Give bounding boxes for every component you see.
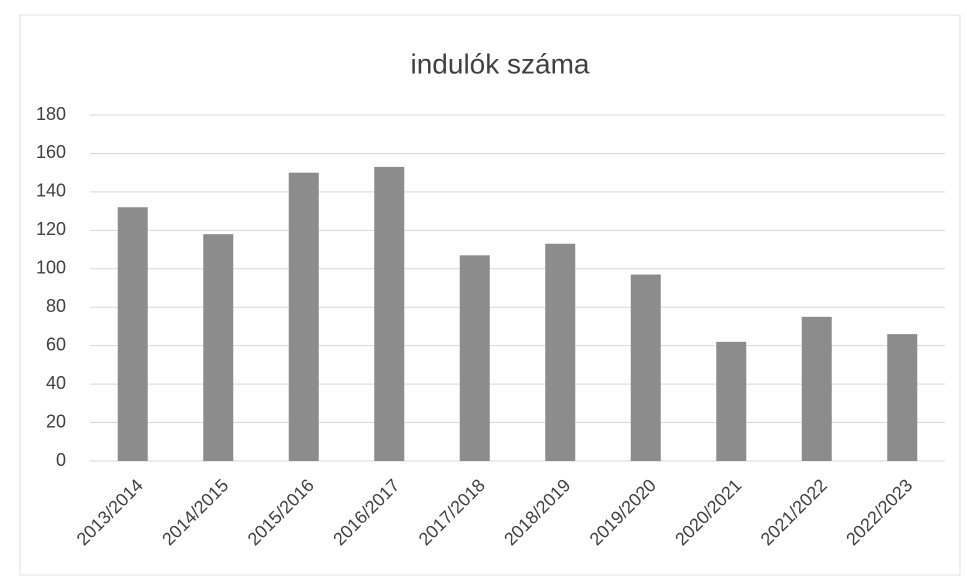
y-tick-label: 0 xyxy=(56,450,66,470)
y-tick-label: 60 xyxy=(46,334,66,354)
chart-frame xyxy=(19,14,961,576)
y-tick-label: 120 xyxy=(36,219,66,239)
y-tick-label: 20 xyxy=(46,411,66,431)
y-tick-label: 140 xyxy=(36,181,66,201)
bar xyxy=(288,172,319,461)
y-tick-label: 80 xyxy=(46,296,66,316)
y-tick-label: 180 xyxy=(36,104,66,124)
y-tick-label: 100 xyxy=(36,258,66,278)
chart-title: indulók száma xyxy=(411,48,590,79)
bar xyxy=(117,207,148,461)
bar xyxy=(203,234,234,461)
y-tick-label: 40 xyxy=(46,373,66,393)
bar xyxy=(716,341,747,461)
bar xyxy=(630,274,661,461)
bar xyxy=(459,255,490,461)
bar xyxy=(887,334,918,461)
bar xyxy=(374,166,405,461)
bar xyxy=(801,316,832,461)
bar xyxy=(545,243,576,461)
y-tick-label: 160 xyxy=(36,142,66,162)
